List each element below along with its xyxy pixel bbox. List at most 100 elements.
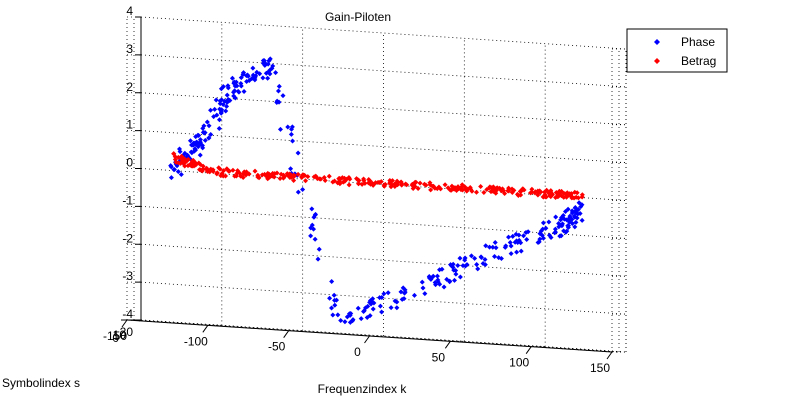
data-point bbox=[168, 175, 174, 181]
data-point bbox=[569, 210, 575, 216]
data-point bbox=[197, 167, 203, 173]
data-point bbox=[231, 80, 237, 86]
data-point bbox=[381, 182, 387, 188]
data-point bbox=[246, 171, 252, 177]
data-point bbox=[564, 190, 570, 196]
data-point bbox=[475, 266, 481, 272]
data-point bbox=[265, 75, 271, 81]
x-tick-label: -100 bbox=[184, 334, 208, 348]
data-point bbox=[218, 110, 224, 116]
data-point bbox=[524, 236, 530, 242]
data-point bbox=[568, 191, 574, 197]
data-point bbox=[370, 306, 376, 312]
data-point bbox=[200, 145, 206, 151]
data-point bbox=[178, 171, 184, 177]
data-point bbox=[200, 125, 206, 131]
data-point bbox=[558, 193, 564, 199]
data-point bbox=[177, 146, 183, 152]
plot-area bbox=[168, 56, 585, 325]
data-point bbox=[379, 294, 385, 300]
data-point bbox=[546, 219, 552, 225]
data-point bbox=[308, 225, 314, 231]
data-point bbox=[366, 176, 372, 182]
data-point bbox=[315, 256, 321, 262]
data-point bbox=[558, 233, 564, 239]
z-tick-label: -4 bbox=[122, 307, 133, 321]
data-point bbox=[403, 181, 409, 187]
data-point bbox=[565, 206, 571, 212]
data-point bbox=[563, 229, 569, 235]
legend-item-betrag: Betrag bbox=[654, 54, 716, 68]
data-point bbox=[187, 162, 193, 168]
data-point bbox=[348, 311, 354, 317]
data-point bbox=[394, 180, 400, 186]
data-point bbox=[490, 186, 496, 192]
data-point bbox=[331, 292, 337, 298]
data-point bbox=[227, 98, 233, 104]
data-point bbox=[330, 312, 336, 318]
data-point bbox=[359, 181, 365, 187]
data-point bbox=[244, 79, 250, 85]
data-point bbox=[521, 233, 527, 239]
data-point bbox=[356, 181, 362, 187]
data-point bbox=[358, 316, 364, 322]
data-point bbox=[415, 185, 421, 191]
data-point bbox=[280, 93, 286, 99]
data-point bbox=[468, 253, 474, 259]
data-point bbox=[285, 124, 291, 130]
data-point bbox=[556, 224, 562, 230]
data-point bbox=[514, 238, 520, 244]
data-point bbox=[482, 262, 488, 268]
y-axis-label: Symbolindex s bbox=[2, 376, 80, 390]
data-point bbox=[379, 309, 385, 315]
y-tick-label: 20 bbox=[120, 325, 134, 339]
data-point bbox=[277, 126, 283, 132]
data-point bbox=[288, 126, 294, 132]
data-point bbox=[250, 65, 256, 71]
data-point bbox=[373, 180, 379, 186]
data-point bbox=[295, 171, 301, 177]
data-point bbox=[419, 279, 425, 285]
data-point bbox=[514, 191, 520, 197]
data-point bbox=[430, 273, 436, 279]
data-point bbox=[197, 137, 203, 143]
data-point bbox=[224, 92, 230, 98]
data-point bbox=[221, 168, 227, 174]
chart-title: Gain-Piloten bbox=[325, 10, 391, 24]
data-point bbox=[499, 186, 505, 192]
x-tick-mark bbox=[121, 319, 128, 328]
data-point bbox=[555, 194, 561, 200]
data-point bbox=[238, 75, 244, 81]
data-point bbox=[539, 232, 545, 238]
data-point bbox=[311, 174, 317, 180]
data-point bbox=[288, 131, 294, 137]
data-point bbox=[509, 189, 515, 195]
data-point bbox=[528, 190, 534, 196]
data-point bbox=[295, 189, 301, 195]
data-point bbox=[437, 267, 443, 273]
data-point bbox=[175, 169, 181, 175]
data-point bbox=[240, 175, 246, 181]
data-point bbox=[255, 174, 261, 180]
data-point bbox=[464, 188, 470, 194]
data-point bbox=[275, 88, 281, 94]
series-betrag bbox=[171, 151, 585, 201]
data-point bbox=[535, 239, 541, 245]
data-point bbox=[232, 173, 238, 179]
data-point bbox=[329, 279, 335, 285]
data-point bbox=[487, 244, 493, 250]
data-point bbox=[474, 262, 480, 268]
data-point bbox=[230, 167, 236, 173]
data-point bbox=[263, 70, 269, 76]
data-point bbox=[540, 226, 546, 232]
legend-item-phase: Phase bbox=[654, 35, 715, 49]
data-point bbox=[467, 185, 473, 191]
data-point bbox=[422, 291, 428, 297]
data-point bbox=[347, 176, 353, 182]
data-point bbox=[455, 263, 461, 269]
data-point bbox=[444, 276, 450, 282]
data-point bbox=[553, 214, 559, 220]
data-point bbox=[400, 285, 406, 291]
data-point bbox=[447, 279, 453, 285]
data-point bbox=[208, 107, 214, 113]
